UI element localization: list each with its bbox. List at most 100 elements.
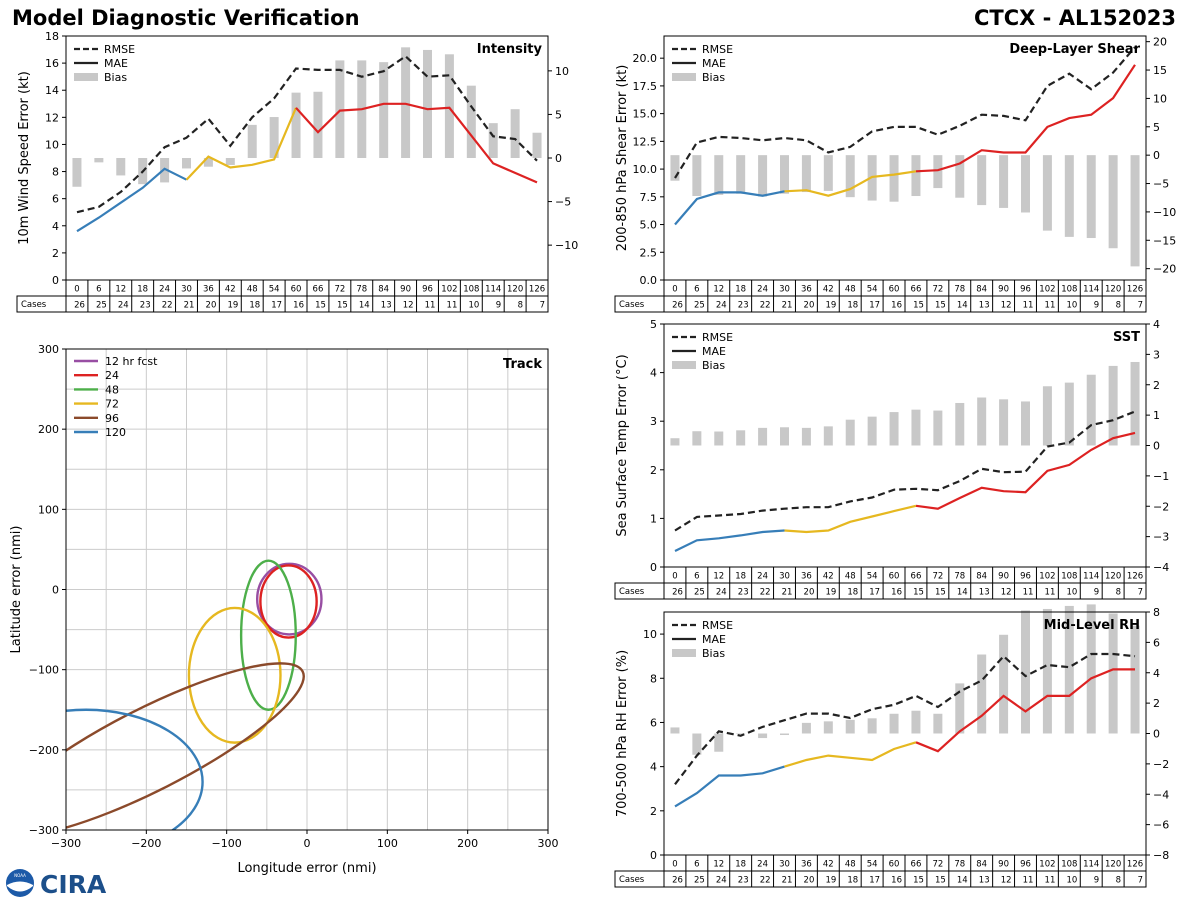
- page-title: Model Diagnostic Verification: [12, 6, 360, 30]
- bias-bar-24: [758, 155, 768, 197]
- y2-tick-label: −6: [1153, 819, 1169, 832]
- hour-label: 126: [1127, 572, 1143, 582]
- bias-bar-126: [1130, 155, 1140, 267]
- bias-bar-24: [758, 733, 768, 739]
- rmse-line: [76, 54, 538, 214]
- y2-tick-label: −2: [1153, 758, 1169, 771]
- y2-tick-label: −1: [1153, 470, 1169, 483]
- y-tick-label: 0: [650, 561, 657, 574]
- hour-label: 24: [757, 860, 768, 870]
- legend-label-12: 12 hr fcst: [105, 355, 158, 368]
- hour-label: 90: [998, 572, 1009, 582]
- bias-bar-78: [955, 155, 965, 198]
- case-count: 26: [74, 301, 85, 311]
- hour-label: 60: [889, 285, 900, 295]
- hour-label: 72: [932, 860, 943, 870]
- bias-bar-114: [1086, 374, 1096, 446]
- track-panel: −300 −200 −100 0 100 200 300 −300 −200 −100 0 100 20…: [9, 343, 559, 876]
- hour-label: 84: [976, 285, 987, 295]
- hour-label: 78: [954, 572, 965, 582]
- hour-label: 108: [1061, 572, 1077, 582]
- case-count: 15: [337, 301, 348, 311]
- y-axis-label: Latitude error (nmi): [9, 526, 24, 654]
- case-count: 23: [738, 588, 749, 598]
- panel-title: Deep-Layer Shear: [1009, 42, 1140, 57]
- case-count: 11: [425, 301, 436, 311]
- storm-id: CTCX - AL152023: [974, 6, 1176, 30]
- case-count: 17: [869, 588, 880, 598]
- bias-bar-66: [313, 91, 323, 158]
- case-count: 13: [979, 588, 990, 598]
- y-tick-label: 3: [650, 415, 657, 428]
- cases-row: [614, 582, 1147, 600]
- case-count: 26: [672, 301, 683, 311]
- bias-bar-42: [823, 155, 833, 191]
- hour-label: 42: [823, 860, 834, 870]
- hour-label: 36: [801, 572, 812, 582]
- case-count: 12: [1001, 301, 1012, 311]
- bias-bar-114: [1086, 155, 1096, 239]
- case-count: 11: [1023, 301, 1034, 311]
- x-tick-label: 200: [457, 837, 478, 850]
- y-tick-label: 8: [650, 672, 657, 685]
- hour-label: 18: [735, 572, 746, 582]
- bias-bar-30: [780, 427, 789, 446]
- hour-label: 12: [115, 285, 126, 295]
- hour-label: 36: [801, 860, 812, 870]
- case-count: 8: [1116, 301, 1121, 311]
- rmse-line: [674, 410, 1136, 532]
- y2-tick-label: 4: [1153, 667, 1160, 680]
- bias-bar-78: [955, 683, 965, 734]
- mae-line-red: [915, 64, 1136, 173]
- y2-tick-label: 0: [1153, 440, 1160, 453]
- bias-bar-48: [247, 124, 257, 158]
- track-ellipse-48: [239, 559, 297, 711]
- hour-label: 120: [1105, 285, 1121, 295]
- bias-bar-6: [692, 155, 702, 197]
- hour-label: 0: [672, 572, 677, 582]
- cases-label: Cases: [619, 875, 645, 885]
- bias-bar-24: [758, 427, 768, 446]
- bias-bar-102: [1042, 386, 1052, 446]
- case-count: 21: [184, 301, 195, 311]
- track-ellipses: [66, 559, 323, 830]
- case-count: 20: [804, 588, 815, 598]
- hour-label: 12: [713, 572, 724, 582]
- y-tick-label: 2: [52, 247, 59, 260]
- hour-label: 102: [1039, 285, 1055, 295]
- hour-label: 30: [779, 285, 790, 295]
- mae-line-blue: [674, 529, 785, 552]
- case-count: 15: [913, 588, 924, 598]
- bias-bar-66: [911, 409, 921, 446]
- track-ellipse-24: [259, 564, 318, 639]
- bias-bar-48: [845, 155, 855, 198]
- legend-label-96: 96: [105, 412, 119, 425]
- bias-bar-6: [692, 431, 702, 446]
- cases-row: [16, 295, 549, 313]
- track-ellipse-96: [66, 662, 305, 830]
- y2-tick-label: −4: [1153, 561, 1169, 574]
- y-tick-label: 0: [52, 584, 59, 597]
- bias-bar-66: [911, 710, 921, 734]
- case-count: 24: [716, 588, 727, 598]
- case-count: 12: [1001, 876, 1012, 886]
- case-count: 18: [249, 301, 260, 311]
- y2-tick-label: −10: [555, 239, 578, 252]
- case-count: 11: [1045, 588, 1056, 598]
- bias-bar-30: [780, 155, 789, 194]
- hour-label: 60: [889, 860, 900, 870]
- y-tick-label: 8: [52, 166, 59, 179]
- panel-title: Mid-Level RH: [1044, 618, 1140, 633]
- bias-bar-66: [911, 155, 921, 197]
- hour-label: 126: [1127, 860, 1143, 870]
- legend-bias-swatch: [672, 73, 696, 81]
- bias-bar-0: [72, 158, 82, 187]
- cases-label: Cases: [619, 300, 645, 310]
- y-tick-label: 18: [45, 30, 59, 43]
- hour-label: 6: [694, 860, 699, 870]
- y-tick-label: 12: [45, 111, 59, 124]
- case-count: 18: [847, 588, 858, 598]
- case-count: 23: [140, 301, 151, 311]
